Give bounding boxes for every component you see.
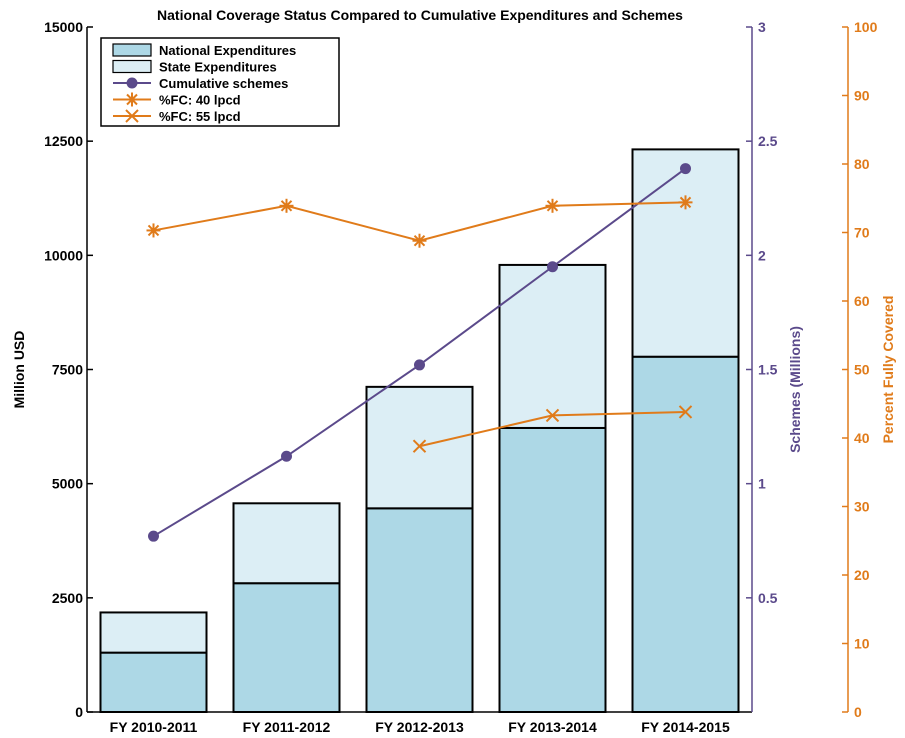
percent-axis-tick-label: 50 bbox=[854, 362, 870, 378]
chart-title: National Coverage Status Compared to Cum… bbox=[157, 7, 683, 23]
bar-state bbox=[498, 263, 607, 429]
marker-stroke bbox=[412, 439, 427, 453]
legend-marker bbox=[125, 109, 139, 123]
bar-national bbox=[99, 651, 208, 714]
series-3-point bbox=[412, 439, 427, 453]
marker-stroke bbox=[546, 200, 559, 212]
percent-axis-tick-label: 30 bbox=[854, 499, 870, 515]
marker-circle bbox=[547, 261, 558, 273]
legend-label: %FC: 55 lpcd bbox=[159, 109, 241, 124]
series-3-point bbox=[545, 408, 560, 423]
marker-stroke bbox=[125, 109, 139, 123]
left-axis-label: Million USD bbox=[11, 331, 27, 409]
series-1-point bbox=[414, 359, 425, 371]
series-3-point bbox=[678, 405, 693, 419]
series-1-point bbox=[547, 261, 558, 273]
legend-marker bbox=[126, 77, 138, 89]
marker-stroke bbox=[413, 235, 426, 247]
legend-swatch bbox=[112, 59, 152, 74]
bar-national bbox=[232, 582, 341, 713]
series-2-point bbox=[412, 233, 427, 248]
marker-stroke bbox=[679, 196, 692, 209]
marker-stroke bbox=[280, 200, 293, 212]
series-2-point bbox=[678, 195, 693, 210]
x-axis-tick-label: FY 2010-2011 bbox=[110, 719, 198, 735]
percent-axis-tick-label: 60 bbox=[854, 293, 870, 309]
series-2-point bbox=[545, 198, 560, 213]
percent-axis-tick-label: 100 bbox=[854, 19, 878, 35]
legend-marker bbox=[125, 92, 139, 107]
percent-axis-tick-label: 80 bbox=[854, 156, 870, 172]
bar-national bbox=[498, 426, 607, 713]
series-2-point bbox=[146, 223, 161, 238]
schemes-axis-tick-label: 1.5 bbox=[758, 362, 778, 378]
percent-axis-tick-label: 0 bbox=[854, 704, 862, 720]
marker-circle bbox=[281, 450, 292, 462]
percent-axis-tick-label: 20 bbox=[854, 567, 870, 583]
left-axis-tick-label: 12500 bbox=[44, 133, 83, 149]
marker-stroke bbox=[147, 224, 160, 237]
x-axis-tick-label: FY 2014-2015 bbox=[641, 719, 730, 735]
marker-stroke bbox=[678, 405, 693, 419]
x-axis-tick-label: FY 2011-2012 bbox=[243, 719, 331, 735]
legend-label: National Expenditures bbox=[159, 43, 296, 58]
legend: National Expenditures State ExpendituresC… bbox=[100, 37, 340, 127]
legend-label: %FC: 40 lpcd bbox=[159, 93, 241, 108]
bar-state bbox=[232, 502, 341, 585]
schemes-axis-label: Schemes (Millions) bbox=[787, 326, 803, 453]
legend-swatch bbox=[112, 43, 152, 57]
bar-national bbox=[365, 507, 474, 713]
marker-circle bbox=[414, 359, 425, 371]
schemes-axis-tick-label: 3 bbox=[758, 19, 766, 35]
marker-circle bbox=[148, 530, 159, 542]
series-1-point bbox=[148, 530, 159, 542]
marker-stroke bbox=[126, 93, 138, 106]
left-axis-tick-label: 7500 bbox=[52, 362, 83, 378]
schemes-axis-tick-label: 1 bbox=[758, 476, 766, 492]
left-axis-tick-label: 10000 bbox=[44, 247, 83, 263]
schemes-axis-tick-label: 2.5 bbox=[758, 133, 778, 149]
percent-axis-tick-label: 10 bbox=[854, 636, 870, 652]
lines-layer bbox=[146, 163, 693, 542]
x-axis-tick-label: FY 2013-2014 bbox=[508, 719, 597, 735]
percent-axis-tick-label: 40 bbox=[854, 430, 870, 446]
schemes-axis-tick-label: 2 bbox=[758, 247, 766, 263]
percent-axis-tick-label: 70 bbox=[854, 225, 870, 241]
bar-state bbox=[631, 148, 740, 358]
x-axis-tick-label: FY 2012-2013 bbox=[375, 719, 464, 735]
left-axis-tick-label: 2500 bbox=[52, 590, 83, 606]
left-axis-tick-label: 15000 bbox=[44, 19, 83, 35]
schemes-axis-tick-label: 0.5 bbox=[758, 590, 778, 606]
percent-axis-label: Percent Fully Covered bbox=[880, 296, 896, 444]
marker-stroke bbox=[545, 408, 560, 423]
series-1-point bbox=[680, 163, 691, 175]
percent-axis-tick-label: 90 bbox=[854, 88, 870, 104]
legend-label: State Expenditures bbox=[159, 60, 277, 75]
series-1-point bbox=[281, 450, 292, 462]
marker-circle bbox=[680, 163, 691, 175]
series-2-point bbox=[279, 198, 294, 213]
legend-label: Cumulative schemes bbox=[159, 76, 288, 91]
left-axis-tick-label: 5000 bbox=[52, 476, 83, 492]
marker-circle bbox=[126, 77, 138, 89]
bar-state bbox=[99, 611, 208, 654]
left-axis-tick-label: 0 bbox=[75, 704, 83, 720]
bar-national bbox=[631, 355, 740, 713]
